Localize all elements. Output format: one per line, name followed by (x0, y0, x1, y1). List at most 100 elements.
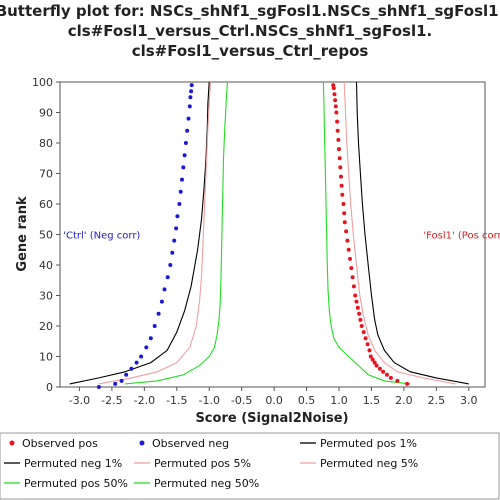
legend-label-permuted-pos-1-: Permuted pos 1% (320, 437, 417, 450)
series-line-permuted-neg-50- (124, 81, 228, 385)
y-tick-label: 100 (32, 76, 53, 89)
point-observed-pos (344, 229, 349, 234)
point-observed-pos (335, 119, 340, 124)
point-observed-pos (405, 381, 410, 386)
point-observed-neg (113, 381, 118, 386)
chart-title-line-2: cls#Fosl1_versus_Ctrl.NSCs_shNf1_sgFosl1… (68, 22, 433, 40)
plot-area (59, 81, 486, 388)
point-observed-neg (174, 226, 179, 231)
point-observed-pos (342, 211, 347, 216)
legend-swatch-observed-neg (139, 440, 145, 446)
point-observed-pos (385, 372, 389, 377)
x-tick-label: 2.0 (395, 394, 413, 407)
point-observed-pos (395, 378, 400, 383)
point-observed-neg (159, 299, 164, 304)
x-axis: -3.0 -2.5 -2.0 -1.5 -1.0 -0.5 0.0 0.5 1.0 1.5 2.0 2… (69, 387, 478, 407)
x-tick-label: -0.5 (231, 394, 252, 407)
x-tick-label: -3.0 (69, 394, 90, 407)
series-line-permuted-pos-5- (343, 81, 456, 385)
point-observed-neg (170, 250, 175, 255)
x-tick-label: 2.5 (428, 394, 446, 407)
point-observed-pos (346, 247, 351, 252)
point-observed-pos (368, 354, 373, 359)
point-observed-neg (152, 324, 157, 328)
point-observed-neg (182, 153, 187, 158)
legend-label-permuted-pos-50-: Permuted pos 50% (24, 477, 128, 490)
legend-label-permuted-neg-1-: Permuted neg 1% (24, 457, 122, 470)
point-observed-pos (337, 147, 341, 152)
point-observed-pos (337, 156, 342, 161)
annotations: 'Ctrl' (Neg corr) 'Fosl1' (Pos corr) (63, 231, 500, 242)
point-observed-pos (335, 128, 340, 133)
point-observed-pos (348, 256, 352, 261)
y-tick-label: 50 (39, 229, 53, 242)
point-observed-neg (162, 287, 167, 292)
legend-label-permuted-neg-50-: Permuted neg 50% (154, 477, 259, 490)
point-observed-neg (165, 275, 170, 280)
point-observed-neg (129, 366, 134, 371)
legend-label-observed-neg: Observed neg (152, 437, 229, 450)
point-observed-pos (354, 299, 359, 304)
y-axis: 0 10 20 30 40 50 60 70 80 90 100 (32, 76, 60, 394)
series-line-permuted-neg-1- (69, 81, 210, 385)
point-observed-neg (183, 141, 188, 145)
point-observed-neg (177, 202, 182, 206)
x-tick-label: -1.5 (166, 394, 187, 407)
point-observed-neg (119, 378, 124, 383)
point-observed-pos (381, 369, 386, 374)
point-observed-pos (355, 305, 360, 310)
point-observed-neg (96, 385, 101, 389)
point-observed-pos (331, 83, 336, 88)
point-observed-pos (331, 86, 336, 91)
annotation-label: 'Fosl1' (Pos corr) (423, 231, 500, 242)
series-layer (69, 81, 469, 389)
legend-box (0, 432, 500, 500)
point-observed-pos (339, 183, 344, 188)
point-observed-pos (361, 330, 366, 335)
y-tick-label: 30 (39, 290, 53, 303)
x-tick-label: -2.0 (134, 394, 155, 407)
y-axis-label: Gene rank (15, 196, 30, 272)
point-observed-pos (340, 192, 345, 197)
y-tick-label: 10 (39, 351, 53, 364)
legend-label-permuted-pos-5-: Permuted pos 5% (154, 457, 251, 470)
x-tick-label: 3.0 (460, 394, 478, 407)
point-observed-pos (345, 238, 350, 243)
point-observed-pos (339, 174, 343, 179)
point-observed-pos (363, 336, 368, 341)
point-observed-pos (350, 275, 355, 280)
series-line-permuted-pos-1- (355, 81, 469, 385)
point-observed-pos (388, 375, 393, 380)
point-observed-pos (367, 348, 372, 353)
point-observed-pos (332, 92, 337, 97)
point-observed-pos (358, 317, 363, 322)
point-observed-pos (333, 104, 338, 109)
point-observed-neg (172, 238, 177, 243)
point-observed-neg (189, 89, 194, 94)
x-tick-label: 1.5 (363, 394, 381, 407)
x-tick-label: -2.5 (101, 394, 122, 407)
point-observed-neg (189, 83, 194, 88)
point-observed-pos (342, 220, 347, 225)
point-observed-neg (175, 214, 180, 219)
point-observed-pos (351, 284, 356, 289)
point-observed-pos (334, 110, 339, 115)
legend-label-permuted-neg-5-: Permuted neg 5% (320, 457, 418, 470)
y-tick-label: 90 (39, 107, 53, 120)
x-tick-label: 1.0 (330, 394, 348, 407)
point-observed-neg (181, 165, 186, 170)
legend-swatch-observed-pos (9, 440, 15, 446)
chart-title-line-1: Butterfly plot for: NSCs_shNf1_sgFosl1.N… (0, 2, 500, 20)
point-observed-neg (139, 354, 144, 359)
point-observed-pos (359, 324, 364, 328)
point-observed-neg (168, 263, 173, 267)
point-observed-neg (180, 177, 184, 182)
point-observed-neg (188, 95, 193, 100)
y-tick-label: 20 (39, 320, 53, 333)
x-tick-label: 0.0 (265, 394, 283, 407)
annotation-label: 'Ctrl' (Neg corr) (63, 231, 140, 242)
point-observed-neg (187, 104, 192, 109)
legend: Observed pos Observed neg Permuted pos 1% P… (4, 437, 418, 490)
x-axis-label: Score (Signal2Noise) (195, 411, 348, 426)
